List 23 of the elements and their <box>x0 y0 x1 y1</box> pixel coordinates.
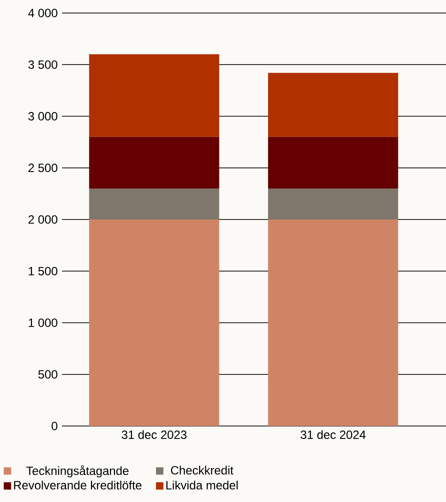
y-tick-label: 3 500 <box>28 60 58 69</box>
bar <box>268 188 398 220</box>
y-tick-label: 0 <box>52 422 58 430</box>
bar <box>89 54 220 137</box>
legend-label: Revolverande kreditlöfte <box>14 480 142 490</box>
x-tick-label: 31 dec 2024 <box>300 430 366 439</box>
y-tick-label: 1 500 <box>28 266 58 276</box>
bar <box>89 136 220 189</box>
x-tick-label: 31 dec 2023 <box>122 430 187 439</box>
legend-label: Likvida medel <box>166 480 238 490</box>
bar <box>89 220 220 426</box>
bar <box>268 72 398 137</box>
y-tick-label: 500 <box>38 370 58 379</box>
legend-label: Checkkredit <box>170 466 234 475</box>
legend-label: Teckningsåtagande <box>26 465 129 478</box>
y-tick-label: 2 500 <box>28 164 58 172</box>
bar <box>89 188 220 220</box>
y-tick-label: 4 000 <box>28 8 58 18</box>
bar <box>268 220 398 426</box>
y-tick-label: 2 000 <box>28 215 58 224</box>
y-tick-label: 3 000 <box>28 112 58 120</box>
bar <box>268 136 398 189</box>
y-tick-label: 1 000 <box>28 318 58 327</box>
